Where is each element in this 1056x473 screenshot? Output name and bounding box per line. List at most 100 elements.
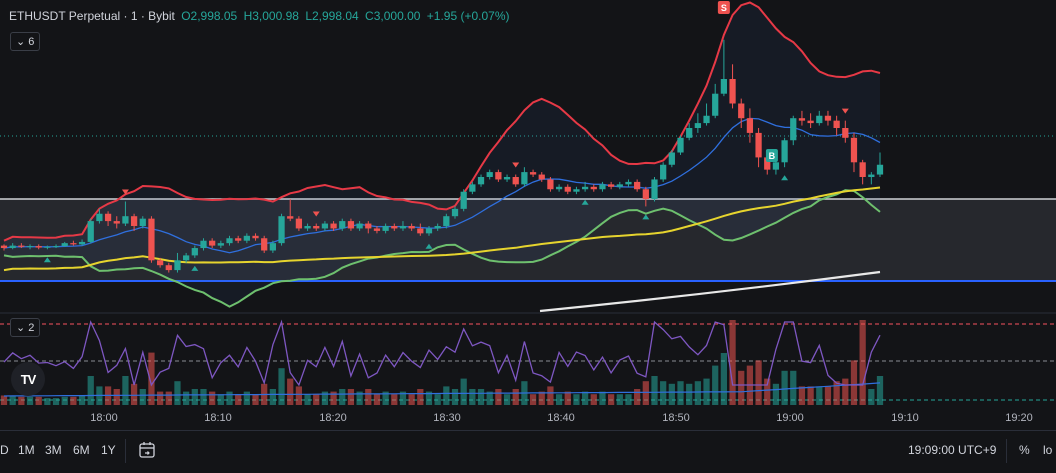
candle-body: [44, 246, 51, 248]
symbol-name[interactable]: ETHUSDT Perpetual · 1 · Bybit: [9, 9, 175, 23]
symbol-legend: ETHUSDT Perpetual · 1 · Bybit O2,998.05 …: [9, 9, 510, 23]
volume-bar: [425, 391, 433, 405]
time-axis-label: 18:40: [547, 412, 575, 424]
volume-bar: [451, 389, 459, 405]
log-scale-toggle[interactable]: lo: [1043, 443, 1053, 457]
time-axis-label: 18:30: [433, 412, 461, 424]
candle-body: [564, 186, 571, 192]
sell-label-text: S: [721, 3, 727, 13]
candle-body: [738, 103, 745, 119]
range-button-1y[interactable]: 1Y: [101, 443, 116, 457]
volume-bar: [755, 360, 762, 405]
volume-bar: [382, 391, 389, 405]
candle-body: [9, 245, 16, 249]
volume-bar: [148, 352, 155, 405]
time-axis-label: 18:10: [204, 412, 232, 424]
candle-body: [634, 181, 641, 190]
candle-body: [0, 245, 8, 249]
candle-body: [104, 213, 112, 222]
volume-bar: [61, 396, 68, 405]
candle-body: [70, 243, 77, 245]
main-indicators-toggle[interactable]: ⌄ 6: [10, 32, 41, 51]
candle-body: [521, 172, 528, 185]
candle-body: [26, 246, 34, 248]
candle-body: [833, 120, 840, 128]
volume-bar: [798, 386, 806, 405]
sell-signal-arrow-icon: [312, 211, 320, 217]
candle-body: [547, 179, 554, 190]
range-button-d[interactable]: D: [0, 443, 9, 457]
candle-body: [243, 235, 250, 241]
volume-bar: [625, 394, 632, 405]
volume-bar: [486, 391, 493, 405]
candle-body: [339, 221, 346, 229]
candle-body: [61, 243, 68, 247]
buy-signal-arrow-icon: [425, 243, 433, 249]
volume-bar: [139, 389, 146, 405]
candle-body: [287, 216, 294, 219]
tradingview-logo[interactable]: TV: [11, 362, 45, 396]
calendar-goto-icon[interactable]: [138, 441, 156, 459]
volume-bar: [391, 394, 398, 405]
candle-body: [417, 228, 424, 234]
volume-bar: [495, 389, 502, 405]
candle-body: [122, 216, 129, 224]
change-value: +1.95 (+0.07%): [426, 9, 510, 23]
volume-bar: [9, 395, 16, 405]
candle-body: [321, 223, 329, 229]
candle-body: [469, 184, 476, 192]
candle-body: [35, 246, 42, 248]
range-button-1m[interactable]: 1M: [18, 443, 35, 457]
range-button-3m[interactable]: 3M: [45, 443, 62, 457]
candle-body: [235, 238, 242, 241]
candle-body: [18, 245, 25, 247]
volume-bar: [443, 386, 450, 405]
candle-body: [495, 172, 502, 180]
candle-body: [443, 216, 450, 226]
candle-body: [512, 177, 519, 185]
volume-bar: [772, 383, 780, 405]
candle-body: [52, 246, 60, 248]
volume-bar: [694, 381, 701, 405]
volume-bar: [460, 378, 467, 405]
candle-body: [850, 137, 858, 163]
percent-scale-toggle[interactable]: %: [1019, 443, 1030, 457]
volume-bar: [18, 396, 25, 405]
candle-body: [252, 235, 259, 239]
candle-body: [625, 181, 632, 185]
volume-bar: [555, 394, 563, 405]
volume-bar: [52, 398, 60, 405]
candle-body: [113, 221, 120, 224]
volume-bar: [235, 394, 242, 405]
ma-white-line: [539, 270, 881, 313]
candle-body: [217, 243, 224, 246]
volume-bar: [44, 398, 51, 405]
volume-bar: [191, 389, 198, 405]
volume-bar: [217, 394, 224, 405]
candle-body: [304, 226, 311, 229]
volume-bar: [651, 376, 658, 405]
time-axis-label: 18:20: [319, 412, 347, 424]
range-button-6m[interactable]: 6M: [73, 443, 90, 457]
candle-body: [720, 79, 728, 94]
clock-timezone[interactable]: 19:09:00 UTC+9: [908, 443, 997, 457]
candle-body: [347, 221, 355, 229]
volume-bar: [720, 353, 728, 405]
volume-bar: [738, 370, 745, 405]
time-axis-label: 19:20: [1005, 412, 1033, 424]
volume-bar: [833, 381, 840, 405]
candle-body: [330, 223, 337, 229]
candle-body: [78, 241, 86, 245]
volume-bar: [816, 386, 823, 405]
volume-bar: [304, 394, 311, 405]
candle-body: [165, 265, 172, 271]
volume-bar: [165, 391, 172, 405]
indicator-count: 2: [28, 321, 35, 334]
bottom-toolbar: D 1M 3M 6M 1Y 19:09:00 UTC+9 % lo: [0, 430, 1056, 473]
candle-body: [451, 208, 459, 217]
volume-bar: [365, 389, 372, 405]
candle-body: [876, 164, 884, 175]
volume-indicators-toggle[interactable]: ⌄ 2: [10, 318, 41, 337]
candle-body: [486, 172, 493, 177]
